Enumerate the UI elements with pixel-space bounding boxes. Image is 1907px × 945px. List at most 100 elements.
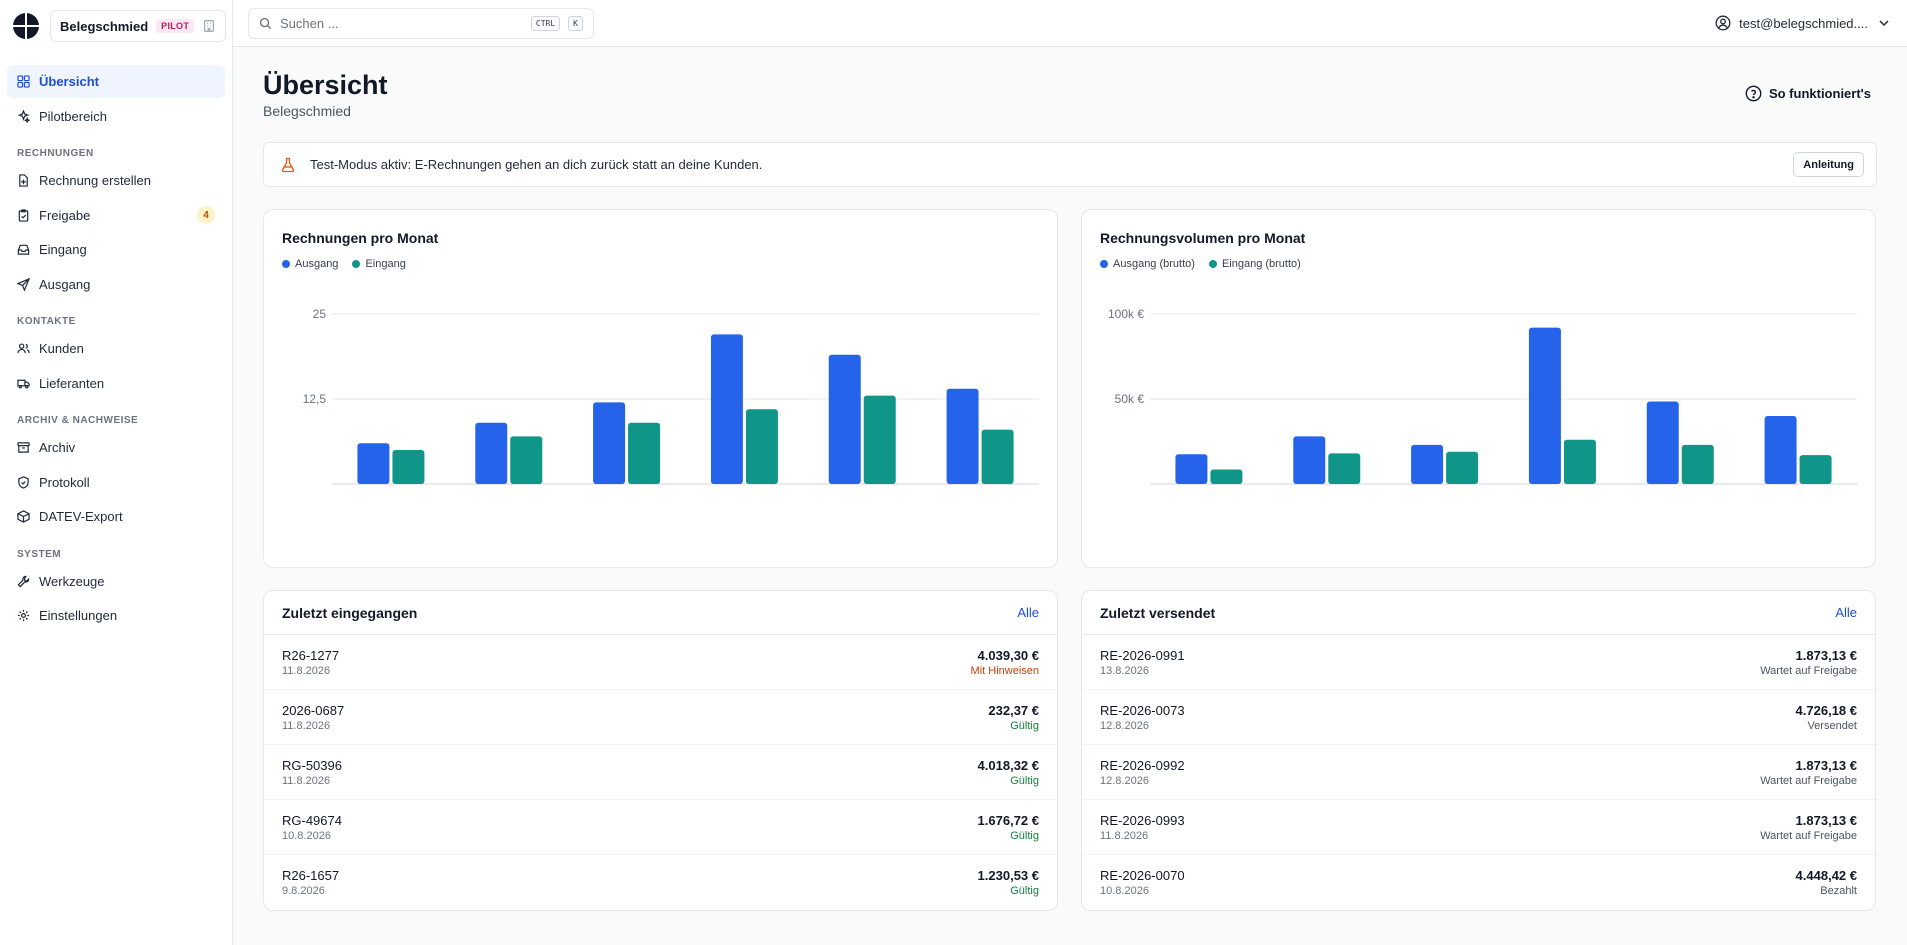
outgoing-all-link[interactable]: Alle (1835, 605, 1857, 620)
incoming-all-link[interactable]: Alle (1017, 605, 1039, 620)
sidebar-item-label: Archiv (39, 440, 76, 455)
topbar: CTRL K test@belegschmied.... (233, 0, 1907, 47)
sidebar-item-label: Einstellungen (39, 608, 118, 623)
archive-icon (17, 442, 30, 453)
row-left: RE-2026-0073 12.8.2026 (1100, 703, 1185, 732)
shortcut-ctrl: CTRL (530, 15, 561, 31)
row-left: RE-2026-0993 11.8.2026 (1100, 813, 1185, 842)
logo-icon[interactable] (12, 12, 40, 40)
list-item[interactable]: RE-2026-0993 11.8.2026 1.873,13 € Wartet au… (1082, 800, 1875, 855)
bar-eingang (628, 422, 661, 484)
bar-eingang (1799, 455, 1832, 484)
invoice-amount: 1.230,53 € (977, 868, 1039, 883)
list-item[interactable]: RE-2026-0991 13.8.2026 1.873,13 € Wartet au… (1082, 635, 1875, 690)
bar-eingang (981, 429, 1014, 484)
sidebar-item-werkzeuge[interactable]: Werkzeuge (7, 565, 225, 598)
row-left: RE-2026-0070 10.8.2026 (1100, 868, 1185, 897)
send-icon (17, 277, 30, 291)
help-link-label: So funktioniert's (1768, 86, 1871, 101)
row-right: 4.039,30 € Mit Hinweisen (971, 648, 1039, 677)
list-item[interactable]: RE-2026-0073 12.8.2026 4.726,18 € Versendet (1082, 690, 1875, 745)
sidebar-item-label: Kunden (39, 341, 84, 356)
invoice-amount: 4.039,30 € (977, 647, 1039, 663)
chevron-down-icon (1879, 20, 1889, 27)
sidebar-item-einstellungen[interactable]: Einstellungen (7, 599, 225, 632)
sidebar-item-freigabe[interactable]: Freigabe 4 (7, 199, 225, 232)
list-item[interactable]: RG-50396 11.8.2026 4.018,32 € Gültig (264, 745, 1057, 800)
list-item[interactable]: R26-1277 11.8.2026 4.039,30 € Mit Hinweisen (264, 635, 1057, 690)
invoice-date: 11.8.2026 (1100, 829, 1149, 842)
invoice-status: Gültig (1010, 885, 1039, 897)
help-link[interactable]: So funktioniert's (1745, 85, 1871, 102)
row-left: RE-2026-0991 13.8.2026 (1100, 648, 1185, 677)
incoming-list: R26-1277 11.8.2026 4.039,30 € Mit Hinweisen… (264, 635, 1057, 910)
sidebar-item-protokoll[interactable]: Protokoll (7, 466, 225, 499)
incoming-header: Zuletzt eingegangen Alle (264, 591, 1057, 635)
invoice-date: 12.8.2026 (1100, 774, 1149, 787)
list-item[interactable]: RE-2026-0070 10.8.2026 4.448,42 € Bezahlt (1082, 855, 1875, 910)
legend-item: Ausgang (brutto) (1100, 258, 1195, 270)
sidebar-item-uebersicht[interactable]: Übersicht (7, 65, 225, 98)
gear-icon (17, 609, 30, 622)
org-name: Belegschmied (60, 18, 149, 34)
invoice-number: RE-2026-0992 (1100, 757, 1185, 773)
package-icon (17, 510, 30, 523)
bar-eingang (1328, 453, 1361, 484)
sidebar-item-rechnung-erstellen[interactable]: Rechnung erstellen (7, 164, 225, 197)
freigabe-count-badge: 4 (197, 206, 215, 224)
legend-item: Ausgang (282, 258, 338, 270)
row-right: 4.448,42 € Bezahlt (1796, 868, 1857, 897)
building-icon (204, 20, 215, 32)
chart-title: Rechnungen pro Monat (282, 230, 439, 246)
inbox-icon (17, 244, 30, 255)
bar-eingang (745, 409, 778, 484)
bar-chart-volume: 50k €100k €MärAprMaiJunJulAug (1108, 307, 1857, 485)
invoice-date: 9.8.2026 (282, 885, 325, 897)
sidebar-item-pilotbereich[interactable]: Pilotbereich (7, 100, 225, 133)
sparkles-icon (17, 109, 30, 123)
y-tick-label: 12,5 (303, 392, 327, 406)
list-item[interactable]: RE-2026-0992 12.8.2026 1.873,13 € Wartet au… (1082, 745, 1875, 800)
invoice-amount: 1.873,13 € (1795, 812, 1857, 828)
chart-legend: Ausgang (brutto) Eingang (brutto) (1100, 258, 1857, 270)
invoice-status: Gültig (1010, 829, 1039, 842)
sidebar-item-kunden[interactable]: Kunden (7, 332, 225, 365)
page-header: Übersicht Belegschmied So funktioniert's (263, 69, 1877, 142)
anleitung-button[interactable]: Anleitung (1793, 152, 1864, 177)
user-circle-icon (1715, 15, 1731, 31)
list-item[interactable]: RG-49674 10.8.2026 1.676,72 € Gültig (264, 800, 1057, 855)
bar-ausgang (828, 354, 861, 484)
invoice-number: RE-2026-0991 (1100, 647, 1185, 663)
invoice-status: Gültig (1010, 774, 1039, 787)
row-right: 4.018,32 € Gültig (978, 758, 1039, 787)
sidebar-nav: Übersicht Pilotbereich RECHNUNGEN Rechnu… (0, 52, 232, 634)
row-left: RG-50396 11.8.2026 (282, 758, 342, 787)
sidebar-item-archiv[interactable]: Archiv (7, 431, 225, 464)
invoice-status: Wartet auf Freigabe (1760, 774, 1857, 787)
banner-text: Test-Modus aktiv: E-Rechnungen gehen an … (310, 157, 763, 172)
search-input[interactable] (280, 15, 523, 31)
sidebar-item-ausgang[interactable]: Ausgang (7, 268, 225, 301)
sidebar-item-label: Pilotbereich (39, 108, 107, 124)
search-box[interactable]: CTRL K (248, 7, 594, 39)
sidebar: Belegschmied PILOT Übersicht Pilotbereic… (0, 0, 233, 945)
user-menu[interactable]: test@belegschmied.... (1715, 15, 1892, 31)
list-item[interactable]: R26-1657 9.8.2026 1.230,53 € Gültig (264, 855, 1057, 910)
sidebar-item-lieferanten[interactable]: Lieferanten (7, 367, 225, 400)
incoming-title: Zuletzt eingegangen (282, 604, 418, 621)
wrench-icon (17, 575, 30, 587)
invoice-number: RE-2026-0073 (1100, 702, 1185, 718)
org-switcher[interactable]: Belegschmied PILOT (50, 10, 227, 42)
list-item[interactable]: 2026-0687 11.8.2026 232,37 € Gültig (264, 690, 1057, 745)
sidebar-item-datev-export[interactable]: DATEV-Export (7, 500, 225, 533)
invoice-date: 11.8.2026 (282, 664, 331, 677)
invoice-amount: 4.726,18 € (1795, 702, 1857, 718)
search-icon (259, 17, 272, 29)
row-right: 4.726,18 € Versendet (1796, 703, 1857, 732)
outgoing-list: RE-2026-0991 13.8.2026 1.873,13 € Wartet au… (1082, 635, 1875, 910)
row-right: 1.873,13 € Wartet auf Freigabe (1760, 758, 1857, 787)
sidebar-item-eingang[interactable]: Eingang (7, 233, 225, 266)
invoice-date: 10.8.2026 (1100, 885, 1149, 897)
chart-legend: Ausgang Eingang (282, 258, 1039, 270)
